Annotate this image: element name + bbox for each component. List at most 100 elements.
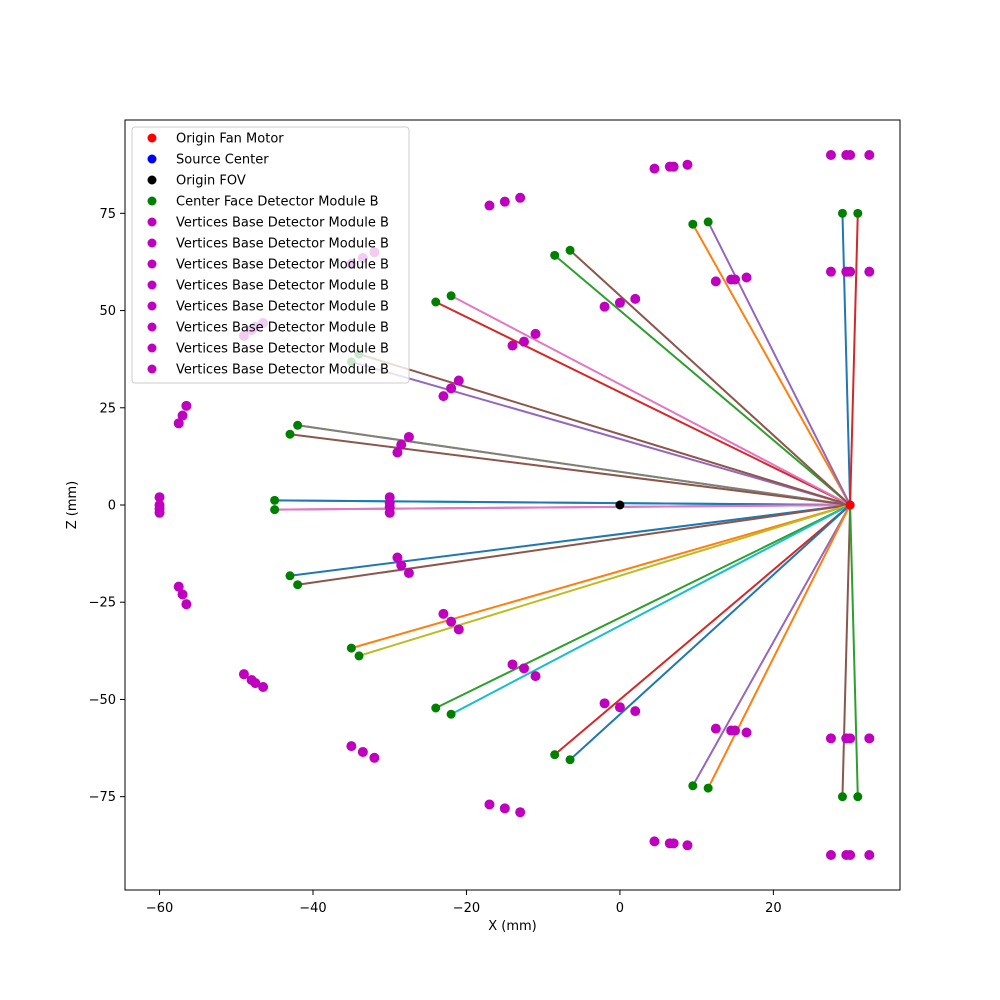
vertex-point: [396, 439, 407, 450]
vertex-point: [668, 161, 679, 172]
plot-area: [154, 150, 875, 860]
vertex-point: [507, 340, 518, 351]
vertex-point: [730, 274, 741, 285]
vertex-point: [614, 702, 625, 713]
vertex-point: [515, 807, 526, 818]
vertex-point: [530, 328, 541, 339]
y-axis-ticks: −75 −50 −25 0 25 50 75: [89, 207, 125, 805]
legend-label: Vertices Base Detector Module B: [176, 321, 389, 336]
vertex-point: [369, 752, 380, 763]
vertex-point: [507, 659, 518, 670]
detector-line: [351, 504, 851, 650]
vertex-point: [668, 838, 679, 849]
vertex-point: [515, 192, 526, 203]
vertex-point: [864, 733, 875, 744]
vertex-point: [181, 400, 192, 411]
vertex-point: [403, 431, 414, 442]
legend-label: Center Face Detector Module B: [176, 195, 379, 210]
vertex-point: [519, 336, 530, 347]
vertex-point: [682, 159, 693, 170]
vertex-point: [154, 492, 165, 503]
vertex-point: [710, 276, 721, 287]
detector-line: [358, 353, 851, 506]
legend-label: Vertices Base Detector Module B: [176, 237, 389, 252]
legend-marker: [147, 259, 157, 269]
vertex-point: [392, 552, 403, 563]
detector-line: [691, 223, 851, 506]
vertex-point: [392, 447, 403, 458]
detector-line: [297, 424, 851, 506]
vertex-point: [630, 706, 641, 717]
detector-line: [435, 504, 851, 709]
x-axis-ticks: −60 −40 −20 0 20: [146, 890, 782, 916]
detector-line: [274, 504, 851, 511]
detector-line: [435, 301, 851, 506]
detector-line: [707, 504, 852, 789]
center-face-point: [354, 651, 364, 661]
center-face-point: [293, 580, 303, 590]
legend-marker: [147, 364, 157, 374]
center-face-point: [688, 219, 698, 229]
legend-marker: [147, 322, 157, 332]
vertex-point: [825, 266, 836, 277]
vertex-point: [649, 163, 660, 174]
vertex-point: [499, 196, 510, 207]
center-face-point: [446, 291, 456, 301]
vertex-point: [730, 725, 741, 736]
detector-line: [691, 504, 851, 787]
x-tick-label: −40: [299, 901, 326, 916]
center-face-point: [703, 783, 713, 793]
center-face-point: [837, 208, 847, 218]
center-face-point: [837, 792, 847, 802]
vertex-point: [519, 663, 530, 674]
detector-lines: [274, 213, 859, 797]
y-axis-label: Z (mm): [65, 481, 80, 530]
center-face-points: [270, 208, 863, 802]
vertex-point: [384, 507, 395, 518]
detector-line: [849, 213, 859, 506]
vertex-point: [825, 850, 836, 860]
legend: Origin Fan Motor Source Center Origin FOV C…: [131, 126, 410, 384]
center-face-point: [565, 755, 575, 765]
vertex-point: [864, 850, 875, 860]
detector-line: [289, 433, 851, 506]
legend-marker: [147, 154, 157, 164]
legend-marker: [147, 301, 157, 311]
vertex-point: [845, 266, 856, 277]
vertex-point: [484, 200, 495, 211]
vertex-point: [177, 589, 188, 600]
vertex-point: [630, 293, 641, 304]
detector-line: [841, 213, 852, 506]
vertex-point: [614, 297, 625, 308]
legend-label: Origin FOV: [176, 174, 246, 189]
origin-fov-point: [615, 500, 625, 510]
center-face-point: [285, 429, 295, 439]
legend-label: Vertices Base Detector Module B: [176, 258, 389, 273]
vertex-point: [741, 272, 752, 283]
detector-line: [569, 504, 851, 761]
vertex-point: [438, 391, 449, 402]
x-axis-label: X (mm): [488, 919, 537, 934]
vertex-point: [499, 803, 510, 814]
y-tick-label: −50: [89, 693, 116, 708]
center-face-point: [270, 495, 280, 505]
legend-marker: [147, 238, 157, 248]
legend-label: Vertices Base Detector Module B: [176, 216, 389, 231]
x-tick-label: 20: [765, 901, 782, 916]
center-face-point: [853, 208, 863, 218]
vertex-point: [649, 836, 660, 847]
x-tick-label: 0: [616, 901, 624, 916]
vertex-point: [357, 746, 368, 757]
legend-label: Vertices Base Detector Module B: [176, 363, 389, 378]
y-tick-label: 0: [108, 499, 116, 514]
vertex-point: [181, 599, 192, 610]
vertex-point: [173, 581, 184, 592]
vertex-point: [864, 266, 875, 277]
legend-marker: [147, 175, 157, 185]
center-face-point: [853, 792, 863, 802]
vertex-point: [599, 301, 610, 312]
center-face-point: [703, 217, 713, 227]
y-tick-label: 50: [99, 304, 116, 319]
legend-label: Vertices Base Detector Module B: [176, 342, 389, 357]
